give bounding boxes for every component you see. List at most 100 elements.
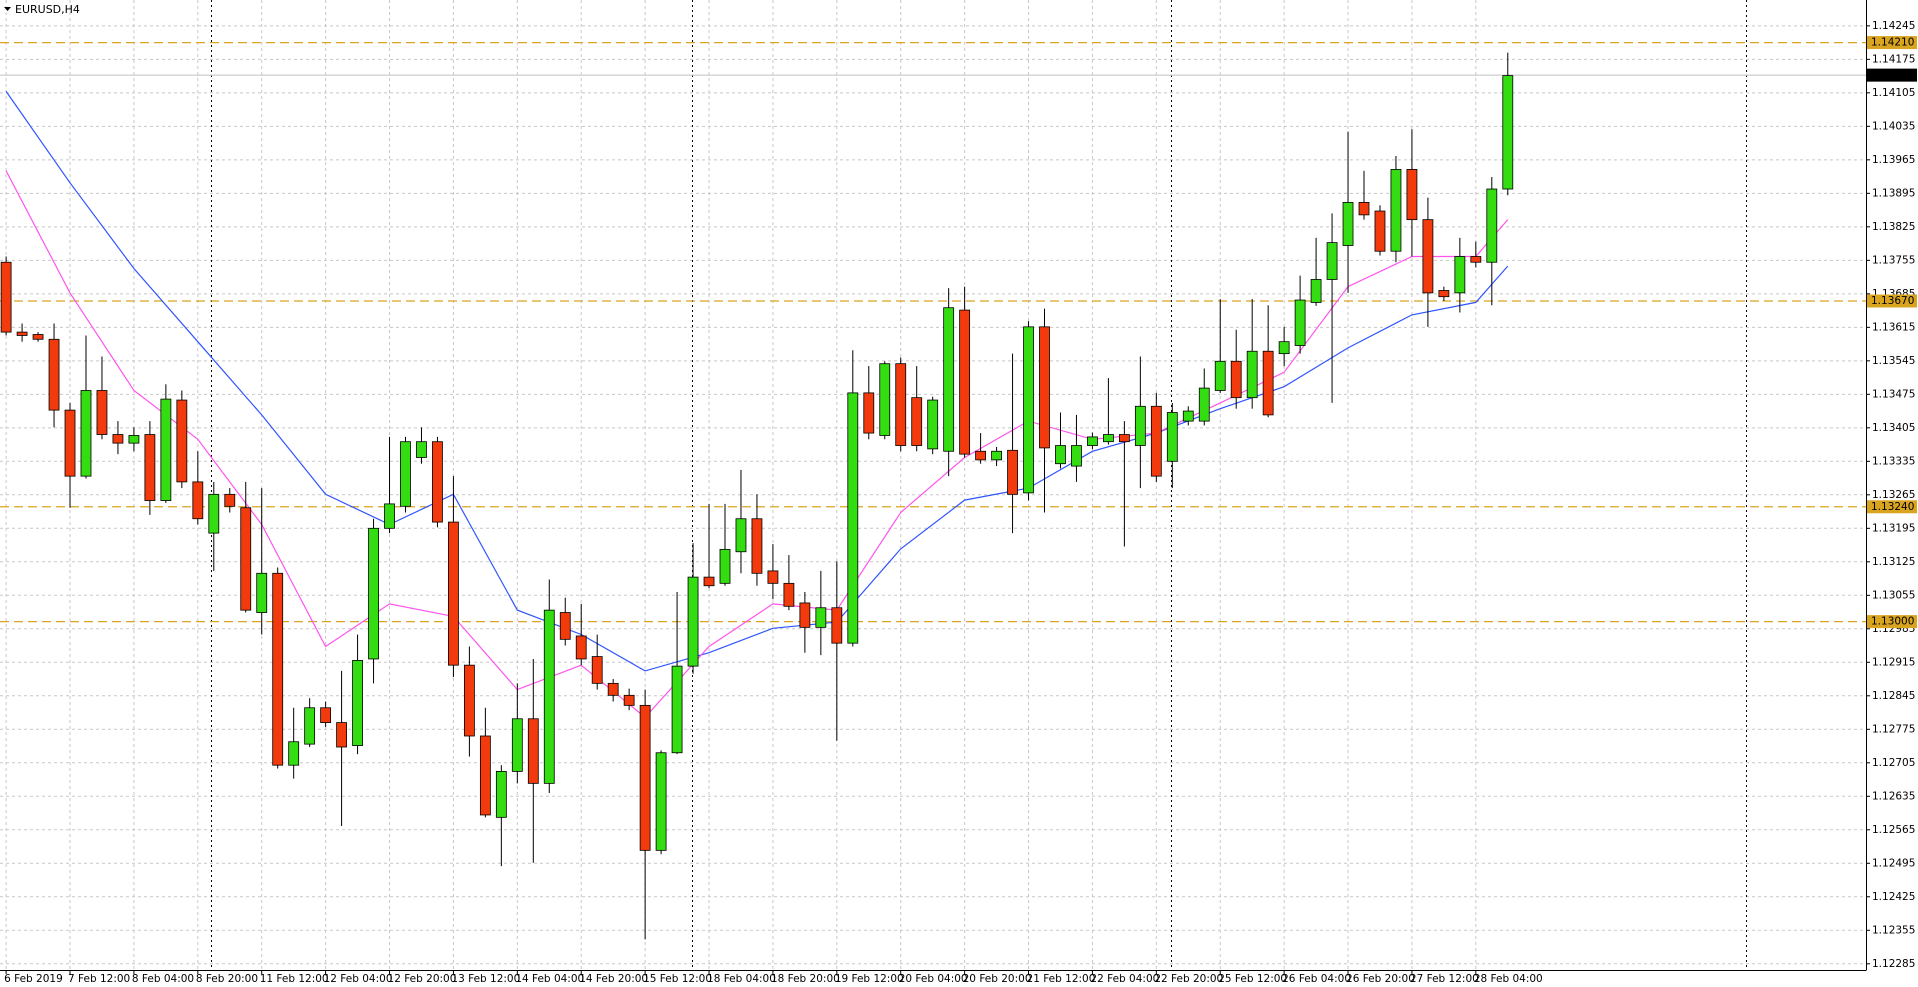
current-price-label: 1.14142 (1871, 69, 1914, 81)
candle-body (1342, 202, 1354, 246)
candle-body (495, 771, 507, 818)
candle-body (703, 576, 715, 587)
y-tick-label: 1.13265 (1872, 489, 1915, 501)
x-tick-label: 20 Feb 04:00 (899, 973, 968, 985)
y-tick-label: 1.12915 (1872, 656, 1915, 668)
x-tick-label: 25 Feb 12:00 (1218, 973, 1287, 985)
x-tick-label: 8 Feb 04:00 (132, 973, 194, 985)
level-label: 1.14210 (1871, 37, 1914, 49)
y-tick-label: 1.13405 (1872, 422, 1915, 434)
candle-body (1326, 242, 1338, 280)
candle-body (1454, 256, 1466, 294)
candle-body (1103, 434, 1114, 443)
candle-body (1198, 387, 1210, 422)
candle-body (384, 503, 395, 529)
candle-body (1166, 412, 1178, 462)
candle-body (975, 450, 987, 461)
candle-body (0, 261, 12, 333)
candle-body (591, 656, 603, 684)
candle-body (1438, 290, 1450, 298)
candle-body (64, 409, 76, 477)
candle-body (1071, 445, 1082, 467)
y-tick-label: 1.13825 (1872, 221, 1915, 233)
candle-body (943, 307, 955, 452)
candle-body (192, 481, 204, 520)
period-separators (211, 0, 1747, 970)
x-tick-label: 12 Feb 20:00 (388, 973, 457, 985)
candle-body (1055, 445, 1066, 465)
y-tick-label: 1.13125 (1872, 556, 1915, 568)
candle-body (1390, 169, 1402, 252)
moving-average-line (5, 91, 1509, 672)
chart-title: EURUSD,H4 (15, 3, 80, 16)
y-tick-label: 1.12775 (1872, 723, 1915, 735)
y-tick-label: 1.12285 (1872, 958, 1915, 970)
candle-body (1007, 449, 1018, 495)
candle-body (288, 741, 300, 766)
candle-body (927, 399, 939, 450)
candle-body (1262, 350, 1274, 416)
y-tick-label: 1.12635 (1872, 790, 1915, 802)
candle-body (1294, 299, 1306, 346)
x-tick-label: 13 Feb 12:00 (451, 973, 520, 985)
y-tick-label: 1.13615 (1872, 321, 1915, 333)
candle-body (240, 507, 252, 611)
candle-body (527, 718, 539, 784)
y-tick-label: 1.13895 (1872, 187, 1915, 199)
candle-body (783, 582, 795, 607)
x-tick-label: 14 Feb 04:00 (515, 973, 584, 985)
candle-body (16, 331, 28, 336)
candle-body (32, 334, 44, 340)
candle-body (543, 609, 555, 784)
candle-body (1422, 219, 1434, 294)
y-tick-label: 1.13055 (1872, 589, 1915, 601)
candle-body (799, 602, 811, 628)
candle-body (432, 441, 443, 523)
candle-body (1502, 75, 1514, 190)
x-tick-label: 26 Feb 20:00 (1346, 973, 1415, 985)
candle-body (304, 707, 316, 745)
candle-body (1087, 436, 1098, 446)
candle-body (352, 659, 363, 746)
candle-body (815, 607, 827, 628)
candle-body (400, 441, 411, 507)
candle-body (176, 399, 188, 483)
symbol-menu-arrow[interactable] (4, 7, 11, 11)
y-tick-label: 1.12845 (1872, 690, 1915, 702)
candle-body (959, 309, 971, 455)
candle-body (719, 548, 731, 584)
level-label-box (1867, 36, 1917, 50)
y-tick-label: 1.14245 (1872, 20, 1915, 32)
candle-body (1039, 326, 1050, 449)
y-tick-label: 1.12495 (1872, 857, 1915, 869)
x-tick-label: 11 Feb 12:00 (260, 973, 329, 985)
candle-body (144, 434, 156, 501)
candle-body (655, 752, 667, 851)
candle-body (1150, 405, 1162, 477)
candle-body (1358, 202, 1370, 216)
x-tick-label: 19 Feb 12:00 (835, 973, 904, 985)
candle-body (1214, 360, 1226, 391)
x-tick-label: 26 Feb 04:00 (1282, 973, 1351, 985)
candle-body (559, 612, 571, 640)
candle-body (463, 664, 475, 737)
candle-body (831, 607, 843, 644)
x-tick-label: 20 Feb 20:00 (963, 973, 1032, 985)
level-label-box (1867, 615, 1917, 629)
candle-body (1470, 256, 1482, 263)
x-tick-label: 14 Feb 20:00 (579, 973, 648, 985)
candle-body (623, 694, 635, 706)
y-tick-label: 1.14105 (1872, 87, 1915, 99)
level-label-box (1867, 500, 1917, 514)
x-tick-label: 8 Feb 20:00 (196, 973, 258, 985)
x-tick-label: 6 Feb 2019 (4, 973, 63, 985)
candle-body (1310, 279, 1322, 303)
candle-body (847, 392, 859, 644)
candle-body (1486, 188, 1498, 263)
candle-body (895, 363, 907, 446)
y-tick-label: 1.12425 (1872, 891, 1915, 903)
candle-body (96, 390, 108, 435)
y-tick-label: 1.13335 (1872, 455, 1915, 467)
